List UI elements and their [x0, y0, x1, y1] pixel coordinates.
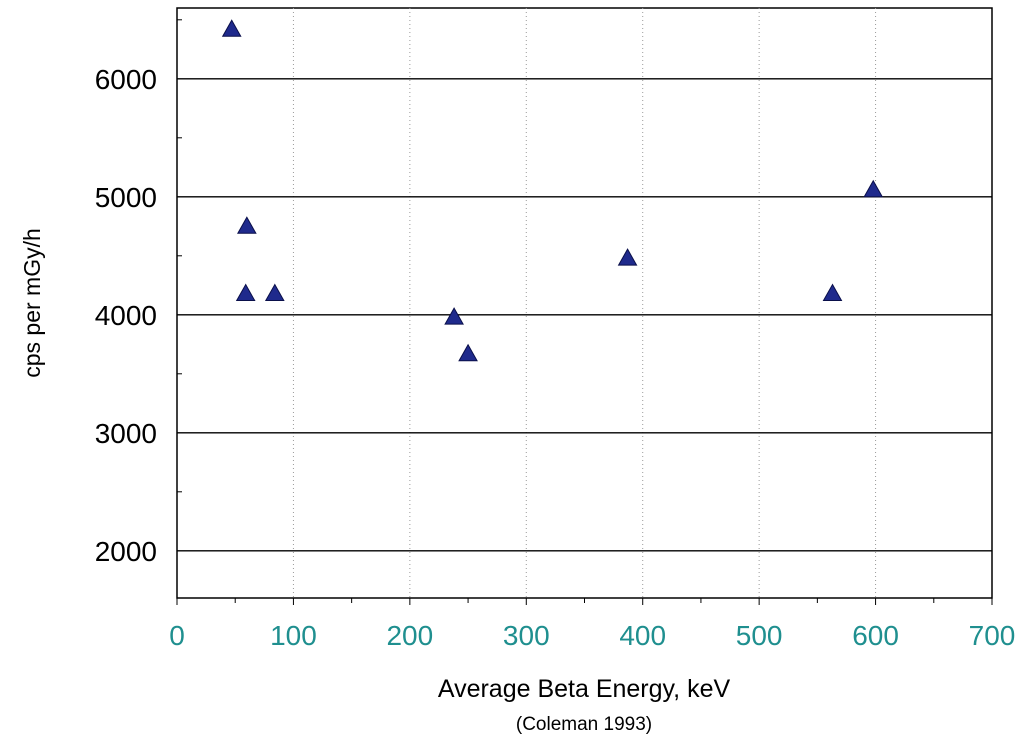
plot-area: [176, 7, 993, 599]
data-points: [221, 19, 884, 362]
x-tick-label: 200: [386, 620, 433, 651]
x-tick-label: 500: [736, 620, 783, 651]
data-point-triangle: [264, 283, 285, 302]
x-tick-labels: 0 100 200 300 400 500 600 700: [169, 620, 1015, 651]
y-tick-label: 3000: [95, 418, 157, 449]
x-axis-label: Average Beta Energy, keV: [438, 675, 731, 703]
y-tick-labels: 2000 3000 4000 5000 6000: [95, 64, 157, 567]
y-axis-label: cps per mGy/h: [19, 228, 45, 378]
x-tick-label: 400: [619, 620, 666, 651]
data-point-triangle: [822, 283, 843, 302]
data-point-triangle: [617, 248, 638, 266]
grid: [177, 8, 992, 598]
y-tick-label: 2000: [95, 536, 157, 567]
data-point-triangle: [221, 19, 242, 37]
y-tick-label: 6000: [95, 64, 157, 95]
data-point-triangle: [235, 283, 256, 302]
x-tick-label: 100: [270, 620, 317, 651]
data-point-triangle: [863, 179, 884, 198]
source-note: (Coleman 1993): [516, 714, 652, 735]
data-point-triangle: [444, 307, 464, 325]
data-point-triangle: [458, 343, 478, 362]
y-tick-label: 4000: [95, 300, 157, 331]
x-tick-label: 0: [169, 620, 185, 651]
data-point-triangle: [237, 216, 257, 234]
x-tick-label: 700: [969, 620, 1016, 651]
axis-ticks: [176, 19, 993, 605]
y-tick-label: 5000: [95, 182, 157, 213]
x-tick-label: 600: [852, 620, 899, 651]
x-tick-label: 300: [503, 620, 550, 651]
